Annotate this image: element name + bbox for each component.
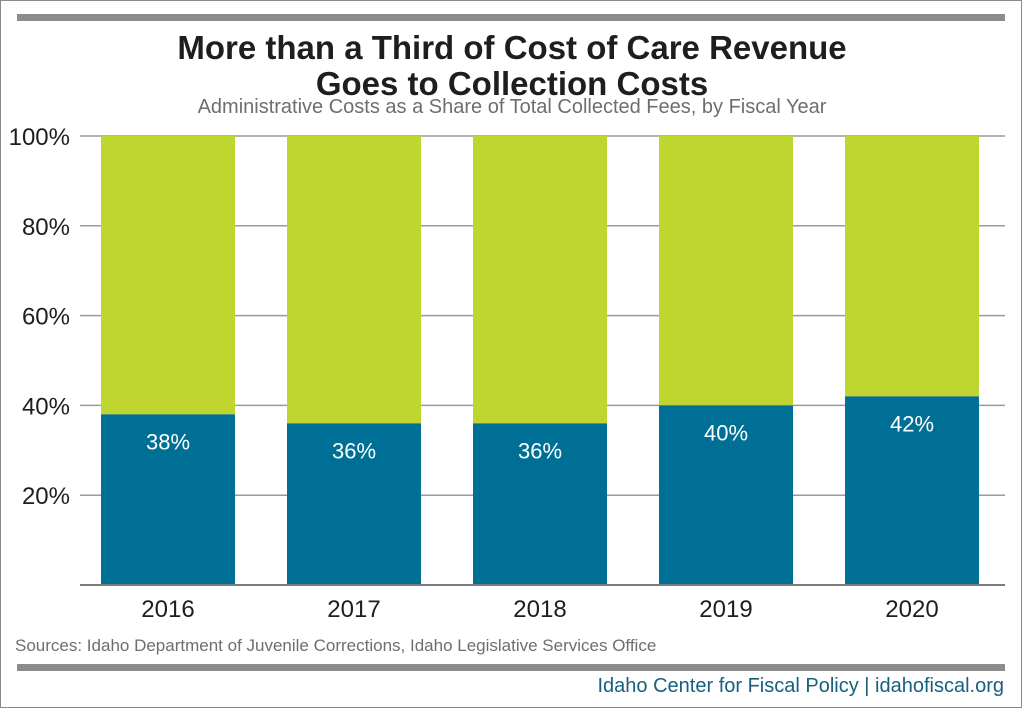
x-tick-label: 2019	[699, 596, 752, 623]
x-tick-label: 2017	[327, 596, 380, 623]
bar-segment-administrative	[473, 423, 607, 585]
bottom-rule	[17, 664, 1005, 671]
chart-title-line-2: Goes to Collection Costs	[315, 65, 709, 102]
chart-title-line-1: More than a Third of Cost of Care Revenu…	[177, 29, 847, 66]
bar-segment-remainder	[845, 136, 979, 397]
bar-segment-administrative	[287, 423, 421, 585]
bar-chart: 20% 40% 60% 80% 100% 38% 2016 36% 2017 36% 2018 40%…	[9, 125, 1005, 623]
y-tick-label: 60%	[22, 304, 70, 331]
bar-segment-administrative	[659, 405, 793, 585]
source-note: Sources: Idaho Department of Juvenile Co…	[15, 636, 657, 655]
bar-segment-remainder	[473, 136, 607, 424]
bar-segment-administrative	[101, 414, 235, 585]
footer-credit: Idaho Center for Fiscal Policy | idahofi…	[597, 675, 1005, 697]
x-tick-label: 2016	[141, 596, 194, 623]
y-tick-label: 40%	[22, 393, 70, 420]
chart-subtitle: Administrative Costs as a Share of Total…	[197, 96, 827, 118]
x-tick-label: 2018	[513, 596, 566, 623]
top-rule	[17, 14, 1005, 21]
bar-data-label: 40%	[704, 420, 748, 445]
bar-segment-remainder	[659, 136, 793, 406]
x-tick-label: 2020	[885, 596, 938, 623]
bar-segment-remainder	[287, 136, 421, 424]
y-tick-label: 100%	[9, 125, 70, 151]
bar-data-label: 36%	[332, 438, 376, 463]
y-tick-label: 20%	[22, 483, 70, 510]
chart-title: More than a Third of Cost of Care Revenu…	[0, 30, 1024, 102]
bar-segment-remainder	[101, 136, 235, 415]
bar-data-label: 36%	[518, 438, 562, 463]
bar-segment-administrative	[845, 396, 979, 585]
bar-data-label: 42%	[890, 411, 934, 436]
y-tick-label: 80%	[22, 214, 70, 241]
bar-data-label: 38%	[146, 429, 190, 454]
